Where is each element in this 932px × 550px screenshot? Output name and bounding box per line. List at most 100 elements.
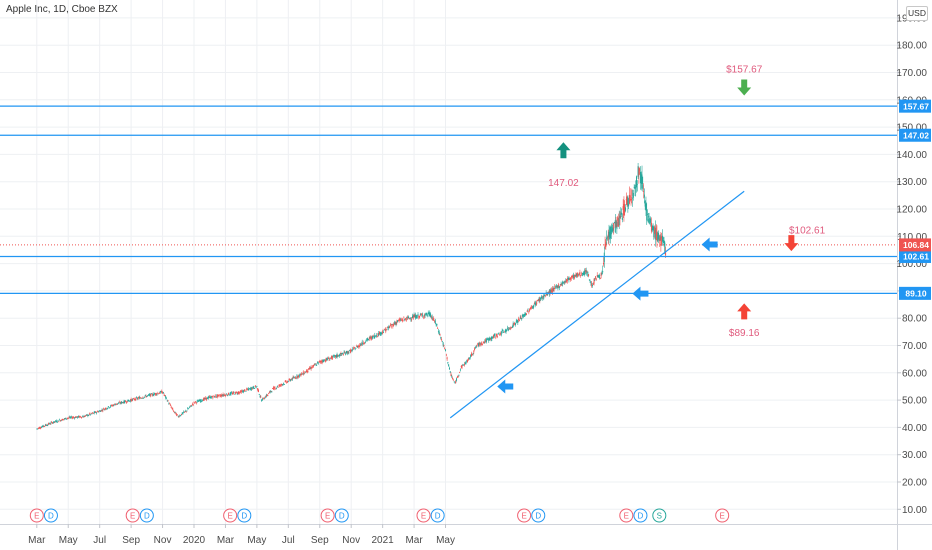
- candle-body: [276, 387, 278, 389]
- candle-body: [165, 396, 167, 398]
- candle-body: [334, 355, 336, 358]
- candle-body: [635, 184, 637, 189]
- candle-body: [665, 251, 667, 256]
- candle-body: [469, 358, 471, 360]
- candle-body: [85, 415, 87, 417]
- candle-body: [548, 290, 550, 295]
- candle-body: [39, 427, 41, 429]
- candle-body: [202, 398, 204, 401]
- candle-body: [500, 333, 502, 335]
- candle-body: [504, 330, 506, 332]
- candle-body: [569, 277, 571, 279]
- candle-body: [166, 400, 168, 402]
- candle-body: [470, 354, 472, 357]
- candle-body: [304, 371, 306, 373]
- candle-body: [379, 333, 381, 336]
- earnings-event-badge: E: [517, 508, 532, 523]
- candle-body: [599, 277, 601, 279]
- candle-body: [118, 402, 120, 404]
- candle-body: [250, 387, 252, 390]
- candle-body: [180, 415, 182, 417]
- candle-body: [588, 274, 590, 276]
- candle-body: [431, 316, 433, 319]
- currency-selector[interactable]: USD: [906, 6, 928, 21]
- candle-body: [194, 402, 196, 404]
- candle-body: [188, 407, 190, 409]
- candle-body: [597, 275, 599, 278]
- candle-body: [184, 411, 186, 412]
- candle-body: [246, 389, 248, 391]
- candle-body: [459, 369, 461, 371]
- candle-body: [323, 360, 325, 363]
- candle-body: [181, 412, 183, 415]
- candle-body: [593, 279, 595, 284]
- candle-body: [238, 392, 240, 394]
- candle-body: [474, 346, 476, 348]
- candle-body: [513, 323, 515, 325]
- candle-body: [626, 196, 628, 206]
- candle-body: [620, 213, 622, 215]
- candle-body: [648, 216, 650, 218]
- plot-area: [0, 0, 897, 524]
- candle-body: [80, 416, 82, 418]
- candle-body: [408, 316, 410, 319]
- candle-body: [308, 368, 310, 371]
- candle-body: [535, 303, 537, 305]
- candle-body: [44, 424, 46, 426]
- candle-body: [260, 396, 262, 398]
- candle-body: [364, 342, 366, 344]
- candle-body: [414, 314, 416, 318]
- candle-body: [409, 317, 411, 319]
- candle-body: [153, 393, 155, 396]
- candle-body: [602, 271, 604, 273]
- candle-body: [169, 404, 171, 406]
- candle-body: [221, 394, 223, 397]
- current-price-badge: 106.84: [899, 238, 931, 252]
- candle-body: [338, 355, 340, 357]
- candle-body: [63, 418, 65, 420]
- candle-body: [176, 413, 178, 416]
- candle-body: [371, 335, 373, 339]
- candle-body: [561, 284, 563, 286]
- candle-body: [320, 360, 322, 363]
- candle-body: [621, 212, 623, 215]
- candle-body: [399, 318, 401, 320]
- candle-body: [117, 403, 119, 405]
- candle-body: [646, 210, 648, 221]
- level-price-badge: 147.02: [899, 128, 931, 142]
- candle-body: [496, 333, 498, 337]
- candle-body: [543, 295, 545, 299]
- candle-body: [614, 222, 616, 224]
- candle-body: [356, 345, 358, 348]
- candle-body: [632, 197, 634, 199]
- candle-body: [141, 398, 143, 399]
- candle-body: [423, 315, 425, 317]
- candle-body: [215, 396, 217, 398]
- candle-body: [210, 396, 212, 399]
- candle-body: [99, 410, 101, 412]
- candle-body: [377, 333, 379, 336]
- event-circle: [619, 508, 634, 523]
- candle-body: [125, 402, 127, 404]
- candle-body: [480, 344, 482, 346]
- candle-body: [82, 416, 84, 418]
- candle-body: [147, 395, 149, 397]
- event-letter: D: [48, 512, 54, 521]
- candle-body: [321, 361, 323, 363]
- candle-body: [350, 350, 352, 351]
- candle-body: [214, 395, 216, 398]
- earnings-event-badge: E: [416, 508, 431, 523]
- candle-body: [121, 401, 123, 404]
- candle-body: [176, 414, 178, 416]
- candle-body: [74, 417, 76, 419]
- arrow-shape: [784, 235, 799, 252]
- candle-body: [592, 285, 594, 286]
- candle-body: [575, 273, 577, 277]
- candle-body: [172, 408, 174, 410]
- candle-body: [87, 414, 89, 416]
- candle-body: [331, 356, 333, 360]
- candle-body: [435, 323, 437, 325]
- candle-body: [415, 315, 417, 319]
- candle-body: [311, 367, 313, 369]
